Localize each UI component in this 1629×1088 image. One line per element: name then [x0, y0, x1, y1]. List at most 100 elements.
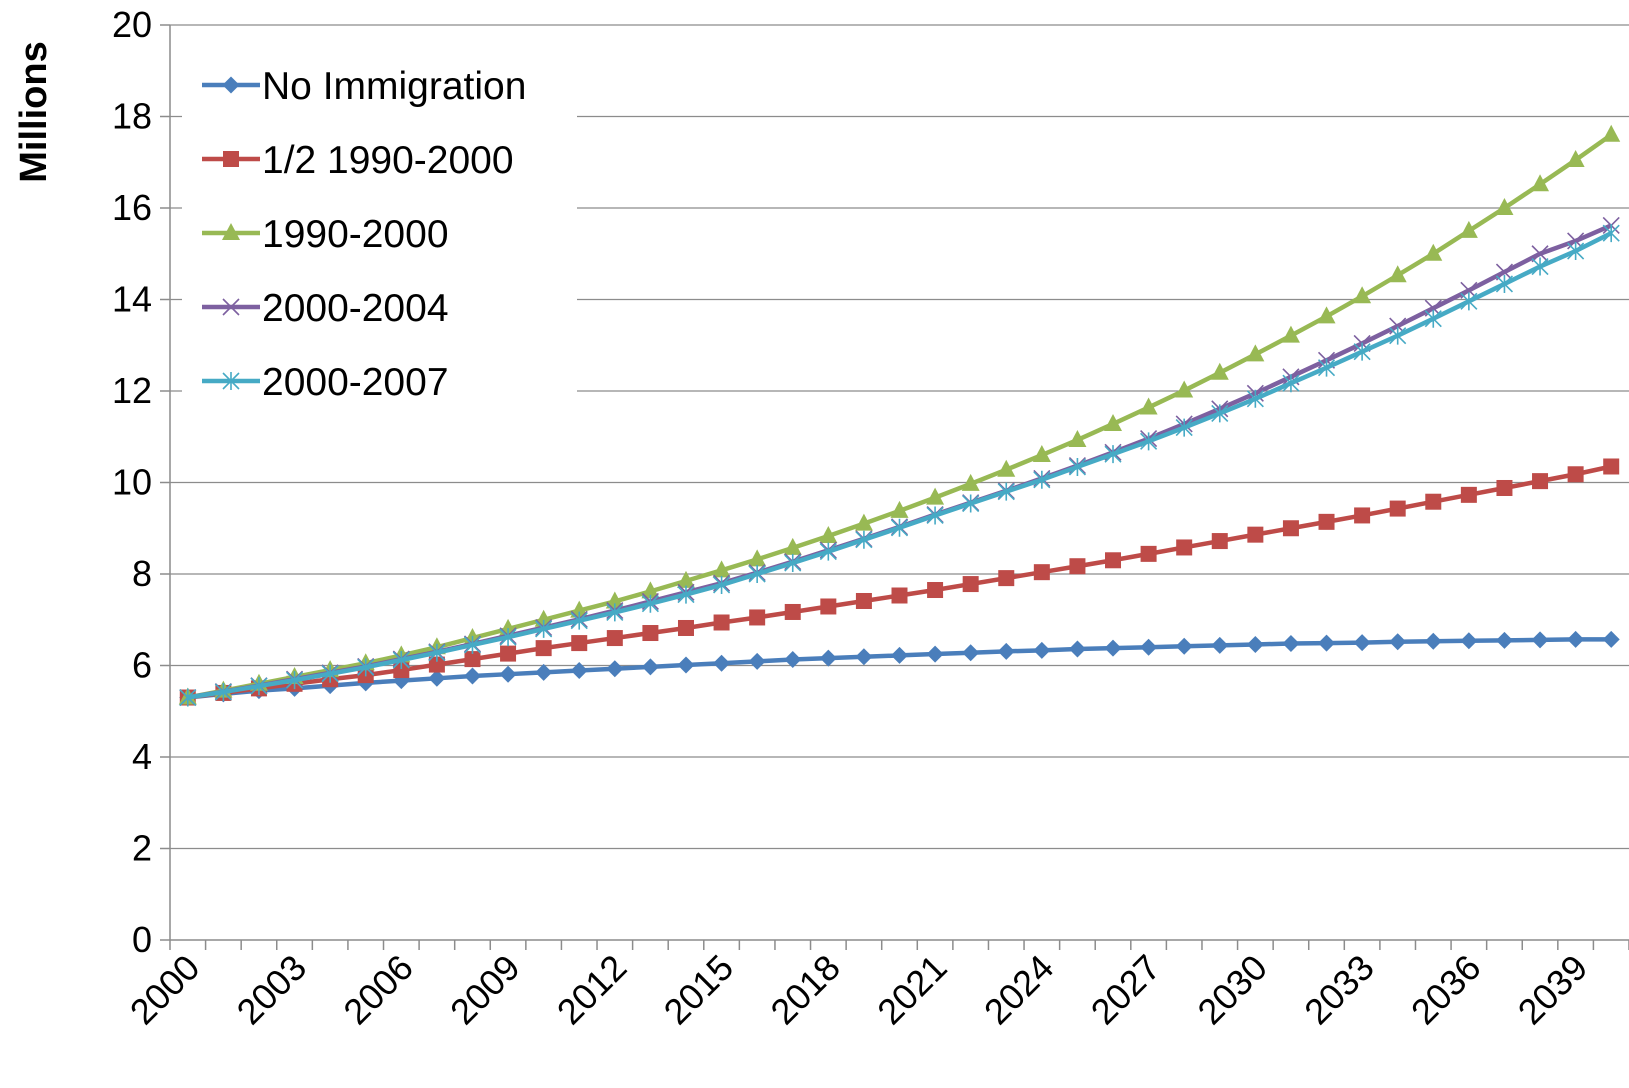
- x-tick-label: 2012: [549, 947, 635, 1033]
- series-layer: [178, 124, 1621, 707]
- x-tick-labels: 2000 2003 2006 2009 2012 2015 2018 2021 2024 2027…: [122, 947, 1595, 1033]
- data-point-1-2-1990-2000: [1532, 473, 1549, 490]
- data-point-1-2-1990-2000: [962, 576, 979, 593]
- data-point-1990-2000: [1353, 286, 1372, 304]
- data-point-1990-2000: [1317, 306, 1336, 324]
- data-point-2000-2007: [179, 688, 197, 707]
- data-point-no-immigration: [1389, 633, 1407, 651]
- data-point-no-immigration: [1353, 634, 1371, 652]
- data-point-2000-2007: [890, 518, 909, 537]
- data-point-1-2-1990-2000: [713, 614, 730, 631]
- data-point-1990-2000: [1424, 243, 1443, 261]
- data-point-1-2-1990-2000: [1318, 513, 1335, 530]
- data-point-1990-2000: [926, 487, 945, 505]
- data-point-1-2-1990-2000: [927, 582, 944, 599]
- legend-marker-1-2-1990-2000: [223, 151, 239, 167]
- data-point-no-immigration: [606, 660, 624, 678]
- data-point-1-2-1990-2000: [571, 635, 588, 652]
- data-point-2000-2007: [214, 683, 232, 702]
- legend-label-no-immigration: No Immigration: [262, 65, 526, 108]
- data-point-no-immigration: [428, 669, 446, 687]
- data-point-no-immigration: [570, 662, 588, 680]
- data-point-1990-2000: [1139, 397, 1158, 415]
- data-point-2000-2007: [285, 671, 304, 690]
- data-point-2000-2007: [321, 664, 339, 683]
- data-point-2000-2007: [1531, 257, 1549, 276]
- data-point-2000-2007: [1602, 224, 1620, 243]
- data-point-1-2-1990-2000: [393, 662, 410, 679]
- x-tick-label: 2036: [1403, 947, 1489, 1033]
- data-point-no-immigration: [641, 658, 659, 676]
- x-tick-label: 2006: [335, 947, 421, 1033]
- data-point-no-immigration: [677, 656, 695, 674]
- data-point-2000-2007: [1460, 292, 1478, 311]
- data-point-1-2-1990-2000: [1247, 526, 1264, 543]
- data-point-1990-2000: [1388, 265, 1407, 283]
- y-tick-label: 10: [112, 462, 152, 503]
- data-point-1-2-1990-2000: [428, 656, 445, 673]
- data-point-2000-2007: [1033, 470, 1051, 489]
- data-point-1-2-1990-2000: [784, 603, 801, 620]
- y-tick-label: 18: [112, 96, 152, 137]
- data-point-1-2-1990-2000: [500, 645, 517, 662]
- data-point-no-immigration: [1104, 639, 1122, 657]
- data-point-1990-2000: [997, 459, 1016, 477]
- legend-label-2000-2007: 2000-2007: [262, 361, 449, 404]
- data-point-1-2-1990-2000: [1354, 507, 1371, 524]
- data-point-2000-2007: [748, 565, 766, 583]
- data-point-1-2-1990-2000: [1176, 539, 1193, 556]
- data-point-no-immigration: [463, 667, 481, 685]
- data-point-1-2-1990-2000: [1425, 493, 1442, 510]
- data-point-2000-2007: [357, 658, 375, 677]
- data-point-2000-2007: [1211, 404, 1229, 423]
- data-point-1990-2000: [641, 581, 660, 599]
- data-point-1-2-1990-2000: [820, 598, 837, 615]
- data-point-1990-2000: [961, 473, 980, 491]
- data-point-1-2-1990-2000: [1389, 500, 1406, 517]
- x-tick-label: 2015: [656, 947, 742, 1033]
- data-point-2000-2007: [962, 494, 980, 513]
- data-point-1990-2000: [1495, 198, 1514, 215]
- y-tick-label: 0: [132, 919, 152, 960]
- data-point-2000-2007: [1495, 274, 1514, 293]
- data-point-1990-2000: [783, 537, 802, 555]
- data-point-1-2-1990-2000: [1603, 458, 1620, 475]
- data-point-1990-2000: [1210, 362, 1229, 380]
- data-point-no-immigration: [855, 648, 873, 666]
- data-point-2000-2007: [819, 542, 837, 561]
- data-point-2000-2004: [1495, 263, 1514, 281]
- y-tick-label: 6: [132, 645, 152, 686]
- series-no-immigration: [179, 630, 1620, 707]
- data-point-no-immigration: [1531, 631, 1549, 649]
- data-point-2000-2007: [1140, 432, 1158, 451]
- data-point-1990-2000: [1104, 413, 1123, 431]
- legend-box: [182, 40, 577, 400]
- legend-label-2000-2004: 2000-2004: [262, 287, 449, 330]
- data-point-1990-2000: [748, 549, 767, 567]
- data-point-1-2-1990-2000: [1069, 558, 1086, 575]
- data-point-no-immigration: [1140, 638, 1158, 656]
- data-point-2000-2007: [926, 506, 944, 525]
- y-tick-label: 2: [132, 828, 152, 869]
- data-point-1-2-1990-2000: [535, 640, 552, 657]
- data-point-no-immigration: [1318, 634, 1336, 652]
- data-point-2000-2007: [1068, 457, 1086, 476]
- data-point-1-2-1990-2000: [464, 651, 481, 668]
- data-point-no-immigration: [1460, 632, 1478, 650]
- data-point-no-immigration: [748, 652, 766, 670]
- data-point-1-2-1990-2000: [1105, 552, 1122, 569]
- x-tick-label: 2027: [1083, 947, 1169, 1033]
- data-point-no-immigration: [1033, 641, 1051, 659]
- data-point-2000-2007: [499, 628, 517, 647]
- data-point-1990-2000: [1068, 429, 1087, 447]
- data-point-no-immigration: [535, 663, 553, 681]
- data-point-1-2-1990-2000: [1140, 545, 1157, 562]
- data-point-no-immigration: [1495, 631, 1513, 649]
- data-point-1990-2000: [1531, 174, 1550, 192]
- data-point-2000-2007: [1175, 418, 1193, 437]
- data-point-2000-2007: [1246, 389, 1264, 408]
- data-point-no-immigration: [713, 654, 731, 672]
- data-point-1-2-1990-2000: [749, 609, 766, 626]
- data-point-2000-2007: [606, 603, 624, 622]
